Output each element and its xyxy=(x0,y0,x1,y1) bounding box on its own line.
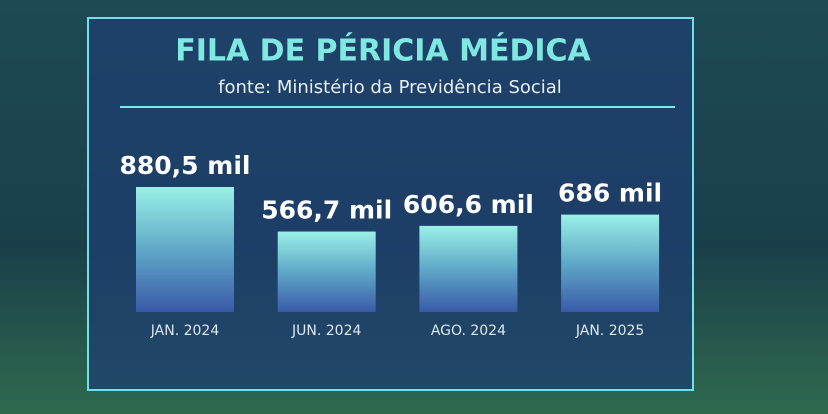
x-tick-label: JAN. 2024 xyxy=(150,323,220,339)
value-label: 880,5 mil xyxy=(120,151,251,180)
bar xyxy=(277,231,376,312)
x-tick-label: AGO. 2024 xyxy=(431,323,506,339)
bar xyxy=(561,214,660,312)
value-label: 606,6 mil xyxy=(403,190,534,219)
bar xyxy=(136,187,234,312)
bars: 880,5 mil JAN. 2024 566,7 mil JUN. 2024 606,… xyxy=(120,151,663,339)
value-label: 686 mil xyxy=(558,179,662,208)
chart-subtitle: fonte: Ministério da Previdência Social xyxy=(218,77,562,98)
chart-title: FILA DE PÉRICIA MÉDICA xyxy=(175,33,591,69)
bar xyxy=(419,225,518,312)
x-tick-label: JUN. 2024 xyxy=(291,323,361,339)
x-tick-label: JAN. 2025 xyxy=(575,323,644,339)
value-label: 566,7 mil xyxy=(261,196,392,225)
